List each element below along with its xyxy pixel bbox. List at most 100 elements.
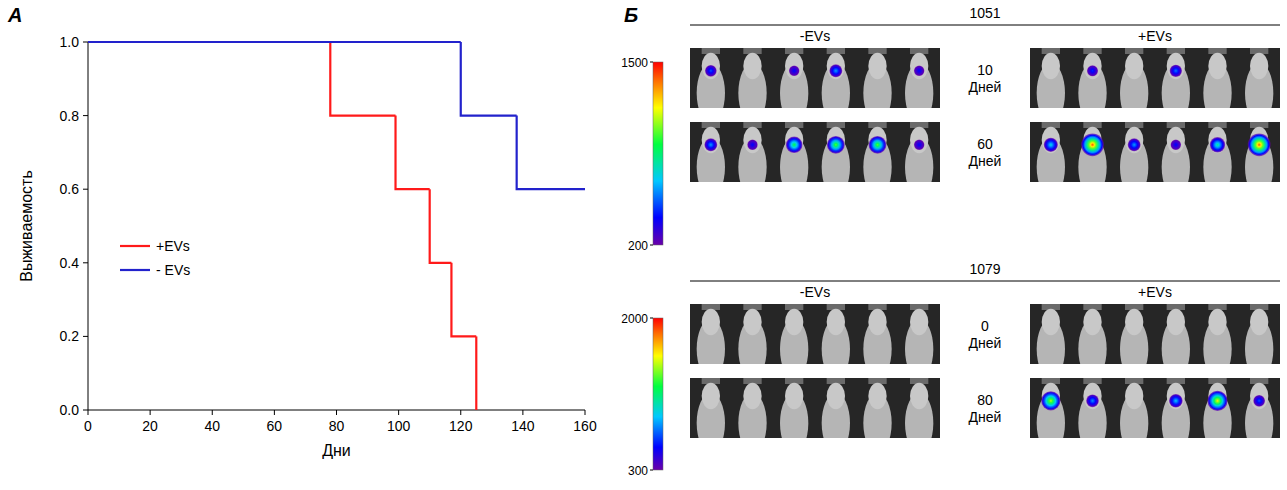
color-tick-label: 300 xyxy=(628,464,648,478)
x-tick-label: 160 xyxy=(573,418,597,434)
luminescence-signal xyxy=(869,136,887,154)
image-background xyxy=(1030,304,1280,364)
mouse-head xyxy=(702,53,720,79)
survival-step xyxy=(517,116,585,190)
image-strip xyxy=(690,122,940,182)
x-tick xyxy=(585,410,586,415)
x-tick xyxy=(398,410,399,415)
luminescence-signal xyxy=(786,136,803,153)
survival-step xyxy=(430,189,452,263)
day-number: 60 xyxy=(977,136,993,152)
y-tick-label: 0.4 xyxy=(60,255,80,271)
image-strip xyxy=(1030,122,1280,182)
day-unit: Дней xyxy=(969,153,1002,169)
luminescence-signal xyxy=(704,138,717,151)
luminescence-signal xyxy=(1169,394,1183,408)
mouse-body xyxy=(905,137,933,182)
color-tick-label: 2000 xyxy=(621,312,648,326)
mouse-body xyxy=(780,137,808,182)
mouse-head xyxy=(1042,53,1060,79)
luminescence-signal xyxy=(705,65,717,77)
plot-area xyxy=(88,42,585,410)
luminescence-signal xyxy=(914,66,924,76)
x-tick-label: 40 xyxy=(204,418,220,434)
image-background xyxy=(1030,48,1280,108)
survival-step xyxy=(451,263,476,337)
x-tick xyxy=(88,410,89,415)
mouse-head xyxy=(1125,53,1143,79)
luminescence-signal xyxy=(789,66,799,76)
mouse-head xyxy=(1208,309,1226,335)
color-tick-label: 1500 xyxy=(621,56,648,70)
group-rule xyxy=(690,281,1280,282)
survival-step xyxy=(475,336,477,410)
column-head: -EVs xyxy=(800,284,830,300)
mouse-head xyxy=(868,53,886,79)
mouse-head xyxy=(1167,383,1185,409)
mouse-body xyxy=(1203,137,1231,182)
x-tick xyxy=(522,410,523,415)
luminescence-signal xyxy=(829,64,842,77)
mouse-body xyxy=(1120,137,1148,182)
color-bar xyxy=(653,318,663,470)
image-strip xyxy=(690,48,940,108)
image-strip xyxy=(1030,48,1280,108)
mouse-head xyxy=(910,127,928,153)
color-tick-label: 200 xyxy=(628,239,648,253)
mouse-head xyxy=(702,127,720,153)
legend-swatch xyxy=(120,245,150,247)
mouse-body xyxy=(697,63,725,108)
luminescence-signal xyxy=(1253,395,1265,407)
color-tick xyxy=(650,62,653,63)
x-tick-label: 100 xyxy=(387,418,411,434)
mouse-head xyxy=(743,127,761,153)
survival-step xyxy=(88,41,461,43)
group-title: 1051 xyxy=(969,5,1000,21)
column-head: -EVs xyxy=(800,28,830,44)
x-tick-label: 60 xyxy=(267,418,283,434)
mouse-head xyxy=(1083,383,1101,409)
mouse-head xyxy=(702,309,720,335)
image-background xyxy=(690,304,940,364)
mouse-head xyxy=(827,127,845,153)
image-strip xyxy=(1030,378,1280,438)
mouse-head xyxy=(868,309,886,335)
y-tick-label: 0.6 xyxy=(60,181,80,197)
mouse-body xyxy=(1162,137,1190,182)
y-tick xyxy=(83,262,88,263)
luminescence-signal xyxy=(1081,133,1104,156)
mouse-head xyxy=(827,53,845,79)
y-tick xyxy=(83,42,88,43)
mouse-head xyxy=(1250,53,1268,79)
survival-step xyxy=(330,42,395,116)
y-axis xyxy=(88,42,89,410)
mouse-head xyxy=(1083,309,1101,335)
mouse-head xyxy=(743,53,761,79)
column-head: +EVs xyxy=(1138,284,1172,300)
legend-label: +EVs xyxy=(156,238,190,254)
luminescence-signal xyxy=(1086,394,1099,407)
luminescence-signal xyxy=(1170,65,1182,77)
mouse-head xyxy=(785,53,803,79)
x-tick-label: 20 xyxy=(142,418,158,434)
mouse-head xyxy=(743,309,761,335)
image-strip xyxy=(690,304,940,364)
x-axis-title: Дни xyxy=(322,442,351,459)
y-tick-label: 0.0 xyxy=(60,402,80,418)
mouse-head xyxy=(785,127,803,153)
color-tick xyxy=(650,245,653,246)
mouse-head xyxy=(1250,383,1268,409)
panel-letter: А xyxy=(7,4,22,26)
image-background xyxy=(1030,122,1280,182)
luminescence-signal xyxy=(1044,138,1058,152)
mouse-body xyxy=(1245,393,1273,438)
mouse-body xyxy=(1078,393,1106,438)
luminescence-signal xyxy=(1210,137,1225,152)
luminescence-signal xyxy=(1207,391,1227,411)
y-tick-label: 0.2 xyxy=(60,328,80,344)
x-tick xyxy=(336,410,337,415)
column-head: +EVs xyxy=(1138,28,1172,44)
mouse-head xyxy=(868,127,886,153)
x-tick-label: 140 xyxy=(511,418,535,434)
image-strip xyxy=(1030,304,1280,364)
